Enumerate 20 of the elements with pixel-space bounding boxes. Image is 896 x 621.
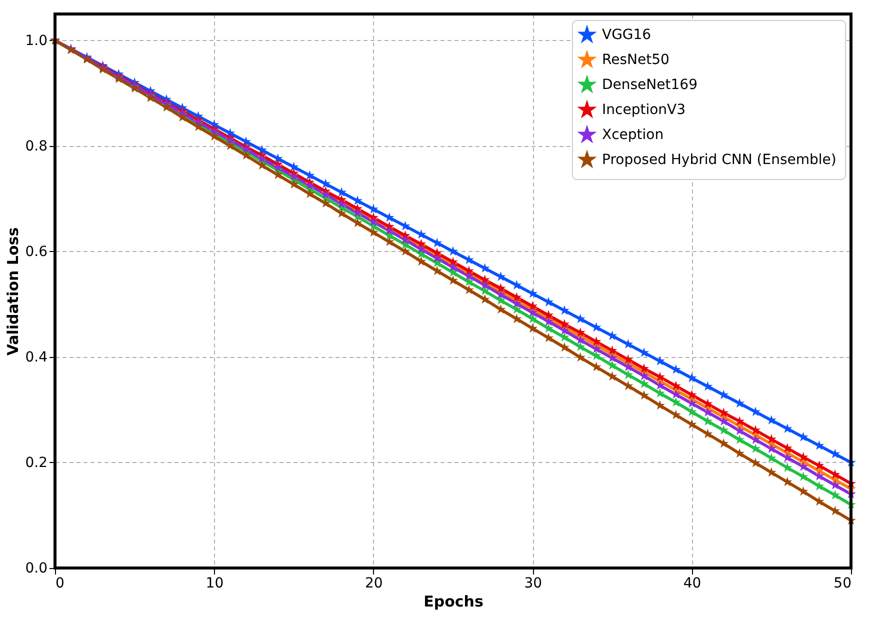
x-tick-label: 40 <box>683 576 702 592</box>
x-tick-label: 0 <box>56 576 64 592</box>
y-tick-label: 0.4 <box>25 349 48 366</box>
x-axis-title: Epochs <box>424 592 484 610</box>
y-tick-label: 0.6 <box>25 244 48 260</box>
x-tick-label: 10 <box>206 576 224 592</box>
legend-label: DenseNet169 <box>602 77 698 93</box>
legend-label: Proposed Hybrid CNN (Ensemble) <box>602 152 836 168</box>
legend-label: InceptionV3 <box>602 102 686 118</box>
y-axis-title: Validation Loss <box>4 227 22 356</box>
legend-label: ResNet50 <box>602 52 670 68</box>
x-tick-label: 50 <box>834 576 852 592</box>
x-tick-label: 30 <box>524 576 542 592</box>
x-tick-label: 20 <box>364 576 383 592</box>
y-tick-label: 1.0 <box>25 32 48 49</box>
legend-label: VGG16 <box>602 27 652 43</box>
y-tick-label: 0.2 <box>25 454 48 471</box>
legend-label: Xception <box>602 127 664 143</box>
y-tick-label: 0.0 <box>25 560 48 576</box>
y-tick-label: 0.8 <box>25 138 48 154</box>
